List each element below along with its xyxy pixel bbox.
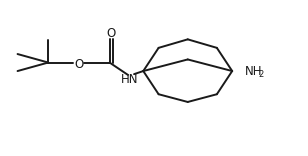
Text: HN: HN	[121, 73, 138, 86]
Text: 2: 2	[259, 70, 264, 79]
Text: O: O	[74, 58, 83, 71]
Text: NH: NH	[245, 65, 262, 78]
Text: O: O	[107, 27, 116, 40]
